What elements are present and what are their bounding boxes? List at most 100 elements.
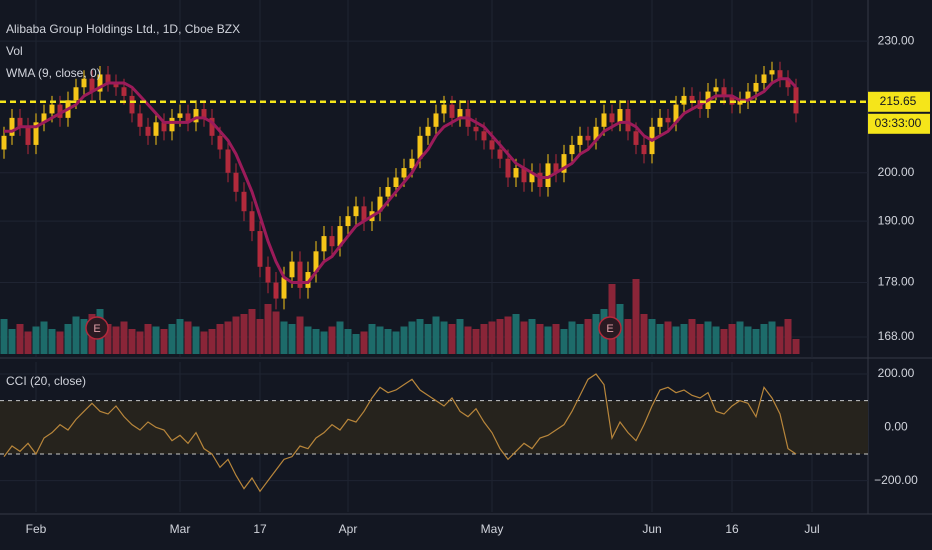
earnings-label: E: [93, 323, 100, 335]
candle-body: [633, 131, 639, 145]
volume-bar: [440, 321, 448, 354]
candle-body: [1, 135, 7, 150]
volume-bar: [144, 324, 152, 354]
candle-body: [121, 87, 127, 96]
candle-body: [49, 104, 55, 114]
candle-body: [609, 113, 615, 123]
volume-bar: [104, 324, 112, 354]
candle-body: [393, 177, 399, 188]
wma-line: [4, 77, 798, 285]
volume-bar: [32, 326, 40, 354]
volume-bar: [0, 319, 8, 354]
candle-body: [297, 261, 303, 288]
x-tick-label: Mar: [170, 522, 191, 536]
volume-bar: [320, 331, 328, 354]
candle-body: [601, 113, 607, 127]
candle-body: [249, 211, 255, 232]
candle-body: [577, 135, 583, 145]
x-tick-label: Jun: [642, 522, 661, 536]
candle-body: [593, 126, 599, 141]
volume-bar: [448, 324, 456, 354]
volume-bar: [704, 321, 712, 354]
volume-bar: [312, 329, 320, 354]
candle-body: [89, 78, 95, 92]
volume-bar: [112, 326, 120, 354]
candle-body: [145, 126, 151, 136]
y-tick-label: −200.00: [874, 473, 918, 487]
volume-bar: [328, 326, 336, 354]
volume-bar: [776, 326, 784, 354]
volume-bar: [176, 319, 184, 354]
candle-body: [385, 187, 391, 197]
candle-body: [521, 168, 527, 183]
volume-bar: [688, 319, 696, 354]
volume-bar: [768, 321, 776, 354]
candle-body: [473, 126, 479, 132]
candle-body: [17, 117, 23, 127]
candle-body: [353, 206, 359, 217]
volume-bar: [496, 319, 504, 354]
volume-bar: [752, 329, 760, 354]
candle-body: [233, 172, 239, 192]
volume-bar: [344, 329, 352, 354]
volume-bar: [784, 319, 792, 354]
volume-bar: [288, 324, 296, 354]
y-tick-label: 178.00: [878, 275, 915, 289]
candle-body: [617, 109, 623, 123]
volume-bar: [384, 329, 392, 354]
candle-body: [793, 87, 799, 114]
cci-line: [3, 373, 797, 493]
candle-body: [537, 172, 543, 188]
volume-bar: [544, 326, 552, 354]
candle-body: [785, 78, 791, 88]
volume-bar: [64, 324, 72, 354]
earnings-marker: [598, 316, 622, 340]
volume-bar: [408, 321, 416, 354]
candle-body: [433, 113, 439, 127]
candle-body: [761, 74, 767, 83]
candle-body: [449, 104, 455, 118]
volume-bar: [648, 319, 656, 354]
candle-body: [209, 117, 215, 136]
volume-bar: [488, 321, 496, 354]
volume-bar: [520, 321, 528, 354]
earnings-label: E: [606, 323, 613, 335]
candle-body: [321, 236, 327, 252]
wma-label: WMA (9, close, 0): [6, 66, 101, 80]
candle-body: [489, 140, 495, 150]
candle-body: [313, 251, 319, 273]
candle-body: [329, 236, 335, 247]
candle-body: [57, 104, 63, 118]
candle-body: [241, 191, 247, 212]
candle-body: [777, 70, 783, 79]
volume-bar: [432, 316, 440, 354]
y-tick-label: 200.00: [878, 165, 915, 179]
candle-body: [273, 282, 279, 299]
candle-body: [657, 117, 663, 127]
candle-body: [73, 87, 79, 101]
y-tick-label: 168.00: [878, 329, 915, 343]
candle-body: [137, 113, 143, 127]
volume-bar: [192, 326, 200, 354]
volume-bar: [200, 331, 208, 354]
candle-body: [9, 117, 15, 136]
candle-body: [305, 272, 311, 288]
volume-bar: [152, 326, 160, 354]
candle-body: [201, 109, 207, 118]
candle-body: [33, 122, 39, 145]
volume-bar: [632, 279, 640, 354]
candle-body: [745, 91, 751, 101]
candle-body: [289, 261, 295, 278]
candle-body: [97, 74, 103, 92]
volume-bar: [568, 321, 576, 354]
volume-bar: [40, 321, 48, 354]
volume-bar: [680, 324, 688, 354]
candle-body: [417, 135, 423, 159]
volume-bar: [24, 331, 32, 354]
volume-bar: [528, 319, 536, 354]
volume-bar: [264, 304, 272, 354]
volume-bar: [672, 326, 680, 354]
candle-body: [769, 70, 775, 75]
volume-bar: [760, 324, 768, 354]
